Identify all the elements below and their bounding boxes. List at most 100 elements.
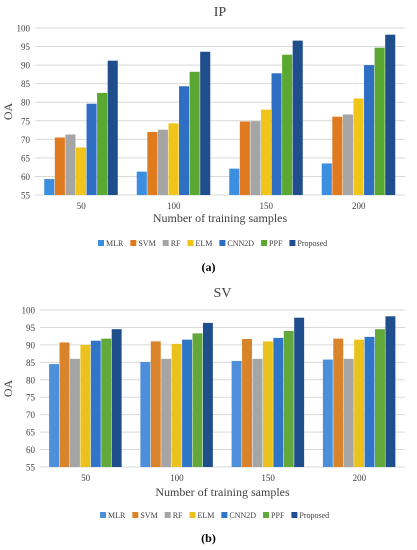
bar-rf-200: [343, 358, 354, 467]
y-axis-label: OA: [1, 103, 15, 121]
bar-proposed-200: [385, 34, 396, 196]
legend-swatch-mlr: [98, 240, 104, 246]
legend-swatch-proposed: [289, 240, 296, 246]
chart-title: IP: [214, 5, 227, 20]
chart-title: SV: [214, 286, 232, 301]
bar-proposed-50: [111, 329, 122, 467]
bar-rf-100: [157, 129, 168, 195]
y-tick-label: 60: [21, 172, 31, 182]
legend-label-svm: SVM: [140, 511, 157, 520]
bar-rf-50: [69, 358, 80, 467]
legend-label-mlr: MLR: [108, 511, 126, 520]
bar-mlr-150: [229, 168, 240, 195]
bar-ppf-200: [375, 329, 385, 467]
chart-sv: 55 60 65 70 75 80 85 90 95 100 50 100 150 200 SV OA Numb…: [1, 286, 405, 520]
legend-label-svm: SVM: [138, 239, 155, 248]
bar-cnn2d-50: [86, 103, 97, 195]
caption-b: (b): [201, 531, 216, 545]
bar-svm-100: [150, 341, 161, 467]
chart-panel-sv: 55 60 65 70 75 80 85 90 95 100 50 100 150 200 SV OA Numb…: [0, 280, 417, 550]
y-tick-label: 75: [21, 116, 31, 126]
bar-ppf-50: [97, 92, 108, 195]
bar-proposed-100: [200, 51, 211, 195]
bar-mlr-100: [136, 171, 147, 195]
y-tick-label: 70: [26, 410, 36, 420]
y-tick-label: 100: [22, 306, 36, 316]
bar-elm-50: [75, 147, 87, 195]
y-tick-label: 80: [26, 375, 36, 385]
legend-swatch-ppf: [263, 512, 270, 518]
bar-ppf-100: [189, 71, 200, 195]
bar-svm-150: [242, 338, 252, 467]
legend-label-cnn2d: CNN2D: [227, 239, 254, 248]
bar-cnn2d-200: [364, 336, 375, 467]
y-axis-label: OA: [1, 380, 15, 398]
bar-mlr-150: [231, 360, 242, 467]
legend-swatch-rf: [162, 240, 169, 246]
bar-cnn2d-150: [273, 337, 284, 467]
x-axis-label: Number of training samples: [155, 485, 290, 499]
bar-cnn2d-150: [271, 73, 282, 195]
legend-swatch-cnn2d: [221, 512, 228, 518]
y-tick-label: 65: [26, 428, 36, 438]
bar-cnn2d-100: [182, 339, 193, 467]
bar-mlr-50: [49, 364, 60, 467]
bar-svm-50: [59, 342, 70, 467]
bar-proposed-100: [202, 322, 213, 467]
x-tick-label: 200: [353, 473, 367, 483]
bar-elm-100: [168, 123, 179, 195]
y-tick-label: 65: [21, 153, 31, 163]
legend-label-elm: ELM: [197, 511, 214, 520]
bar-elm-150: [262, 341, 273, 467]
y-tick-label: 85: [26, 358, 36, 368]
legend-label-ppf: PPF: [269, 239, 283, 248]
legend-swatch-svm: [132, 512, 139, 518]
bar-mlr-200: [322, 359, 333, 467]
bar-proposed-150: [294, 317, 305, 467]
bar-ppf-50: [101, 338, 112, 467]
y-tick-label: 75: [26, 393, 36, 403]
bar-rf-150: [250, 121, 261, 195]
bar-svm-100: [147, 131, 158, 195]
bar-proposed-150: [292, 40, 303, 195]
bar-mlr-50: [44, 179, 55, 195]
bar-mlr-200: [321, 163, 332, 195]
y-tick-label: 60: [26, 445, 36, 455]
legend-label-cnn2d: CNN2D: [229, 511, 256, 520]
bar-cnn2d-200: [364, 65, 375, 195]
y-tick-label: 90: [21, 61, 31, 71]
bar-elm-200: [354, 339, 365, 467]
bar-rf-50: [65, 134, 76, 195]
bar-ppf-100: [192, 333, 203, 467]
bar-cnn2d-50: [90, 340, 101, 467]
x-tick-label: 200: [352, 201, 366, 211]
legend-label-ppf: PPF: [271, 511, 285, 520]
bar-svm-200: [332, 116, 343, 195]
legend-swatch-proposed: [291, 512, 298, 518]
legend-label-proposed: Proposed: [297, 239, 327, 248]
x-axis-label: Number of training samples: [153, 211, 288, 225]
bar-svm-200: [333, 338, 344, 467]
x-tick-label: 100: [170, 473, 184, 483]
bar-rf-100: [161, 358, 172, 467]
legend-label-rf: RF: [171, 239, 181, 248]
bar-elm-50: [80, 344, 91, 467]
y-tick-label: 55: [21, 191, 31, 201]
legend-swatch-cnn2d: [219, 240, 226, 246]
bar-proposed-50: [107, 60, 118, 195]
x-tick-label: 50: [77, 201, 87, 211]
chart-ip: 55 60 65 70 75 80 85 90 95 100 50 100 150 200 IP OA Numb…: [1, 5, 405, 248]
legend-swatch-mlr: [100, 512, 106, 518]
legend-swatch-rf: [164, 512, 171, 518]
bar-ppf-150: [283, 330, 294, 467]
bar-svm-50: [54, 137, 65, 195]
bar-rf-200: [342, 114, 353, 195]
bar-elm-200: [353, 98, 364, 195]
y-tick-label: 95: [21, 42, 31, 52]
legend-swatch-svm: [130, 240, 137, 246]
bar-elm-100: [171, 343, 182, 467]
y-tick-label: 95: [26, 323, 36, 333]
x-tick-label: 100: [167, 201, 181, 211]
x-tick-label: 150: [261, 473, 275, 483]
legend-label-elm: ELM: [195, 239, 212, 248]
